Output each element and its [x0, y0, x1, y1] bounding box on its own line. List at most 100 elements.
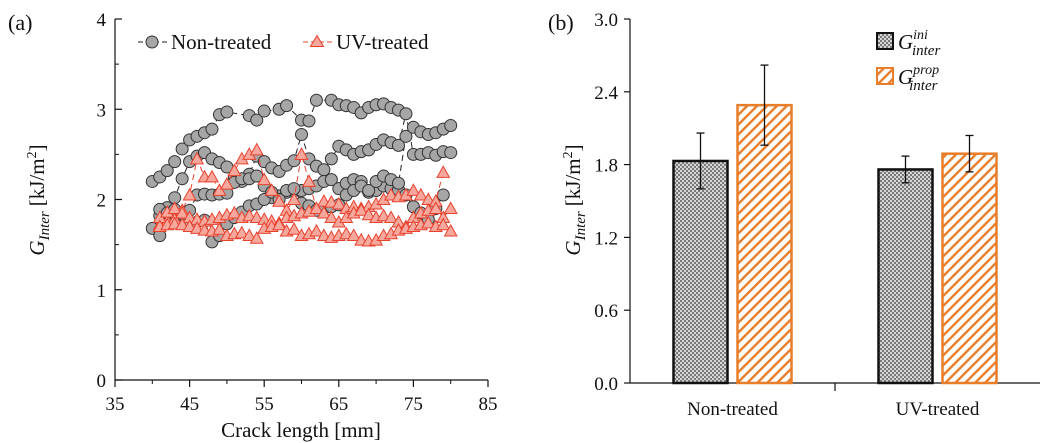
- data-point: [309, 201, 324, 214]
- legend-label-non-treated: Non-treated: [171, 30, 272, 54]
- data-point: [436, 188, 450, 202]
- y-title-unit: [kJ/m: [25, 158, 49, 206]
- x-tick-label: 45: [180, 394, 199, 415]
- data-point: [227, 163, 242, 177]
- data-point: [257, 172, 272, 186]
- data-point: [376, 208, 391, 222]
- data-point: [175, 172, 189, 186]
- data-point: [160, 164, 174, 178]
- y-title-superscript: 2: [561, 151, 576, 158]
- data-point: [316, 228, 331, 242]
- y-tick-label: 3.0: [594, 10, 618, 31]
- y-title-subscript: Inter: [573, 211, 589, 241]
- legend-swatch-propagation: [876, 67, 894, 85]
- panel-a-label: (a): [8, 10, 32, 35]
- x-tick-label: 75: [404, 394, 423, 415]
- data-point: [212, 222, 227, 235]
- y-title-superscript: 2: [25, 151, 40, 158]
- y-tick-label: 1: [97, 281, 107, 302]
- data-point: [294, 147, 309, 160]
- data-point: [182, 187, 197, 201]
- data-point: [331, 196, 346, 210]
- y-tick-label: 1.8: [594, 156, 618, 177]
- data-point: [354, 203, 369, 216]
- panel-b-label: (b): [548, 10, 574, 35]
- data-point: [391, 138, 405, 152]
- data-point: [220, 105, 234, 119]
- data-point: [190, 151, 205, 165]
- data-point: [346, 228, 361, 242]
- data-point: [391, 176, 405, 190]
- data-point: [175, 142, 189, 156]
- data-point: [309, 223, 324, 237]
- y-axis-ticks: 0.0 0.6 1.2 1.8 2.4 3.0: [594, 10, 630, 395]
- x-axis-ticks: 35 45 55 65 75 85: [106, 380, 498, 415]
- data-point: [383, 187, 399, 201]
- scatter-panel: (a) 0 1 2 3 4 35 45 55 65 75 85 Crack length [mm]…: [8, 10, 498, 442]
- data-point: [421, 215, 436, 229]
- data-point: [219, 176, 234, 190]
- scatter-series-layer: [145, 93, 458, 249]
- legend-initiation-symbol: G: [898, 30, 913, 54]
- y-tick-label: 2: [97, 191, 107, 212]
- bar-legend: Gini inter Gprop inter: [876, 28, 940, 94]
- y-axis-ticks: 0 1 2 3 4: [97, 10, 122, 392]
- data-point: [413, 187, 428, 201]
- x-axis-categories: Non-treated UV-treated: [687, 383, 980, 420]
- data-point: [444, 146, 458, 160]
- legend-initiation-sup: ini: [913, 28, 928, 43]
- data-point: [302, 114, 316, 128]
- data-point: [324, 152, 338, 166]
- data-point: [242, 228, 257, 242]
- y-title-close: ]: [25, 144, 49, 151]
- x-tick-label: 35: [106, 394, 125, 415]
- data-point: [436, 217, 451, 231]
- data-point: [309, 93, 323, 107]
- data-point: [443, 201, 458, 214]
- x-tick-label: 85: [479, 394, 498, 415]
- data-point: [272, 194, 287, 207]
- data-point: [167, 201, 182, 214]
- y-axis-title: GInter [kJ/m2]: [25, 144, 53, 255]
- data-point: [242, 208, 257, 222]
- legend-label-propagation: Gprop inter: [898, 63, 939, 94]
- bar: [941, 152, 998, 385]
- legend-marker-uv-treated: [309, 34, 325, 47]
- data-point: [443, 223, 458, 237]
- data-point: [324, 210, 339, 224]
- data-point: [204, 169, 220, 183]
- y-tick-label: 0.0: [594, 374, 618, 395]
- data-point: [249, 142, 264, 156]
- legend-propagation-sub: inter: [909, 78, 937, 94]
- data-point: [190, 221, 205, 234]
- legend-label-initiation: Gini inter: [898, 28, 940, 59]
- x-tick-label: 65: [329, 394, 348, 415]
- y-axis-title: GInter [kJ/m2]: [561, 144, 589, 255]
- data-point: [295, 128, 308, 142]
- data-point: [234, 225, 249, 239]
- bar: [736, 103, 793, 385]
- data-point: [383, 210, 399, 224]
- y-tick-label: 0.6: [594, 301, 618, 322]
- y-tick-label: 4: [97, 10, 107, 31]
- data-point: [212, 183, 227, 196]
- x-tick-label: 55: [255, 394, 274, 415]
- legend-propagation-symbol: G: [898, 65, 913, 89]
- data-point: [175, 217, 190, 231]
- y-title-subscript: Inter: [37, 211, 53, 241]
- data-point: [272, 217, 287, 231]
- data-point: [227, 205, 242, 219]
- data-point: [280, 99, 294, 113]
- x-category-label: UV-treated: [896, 399, 980, 420]
- data-point: [168, 155, 182, 169]
- bar: [672, 159, 729, 385]
- data-point: [444, 118, 458, 132]
- data-point: [399, 107, 413, 121]
- scatter-legend: Non-treated UV-treated: [138, 30, 429, 54]
- x-axis-title: Crack length [mm]: [221, 418, 381, 442]
- data-point: [317, 163, 331, 177]
- y-tick-label: 1.2: [594, 228, 618, 249]
- y-tick-label: 3: [97, 100, 107, 121]
- data-point: [249, 210, 264, 224]
